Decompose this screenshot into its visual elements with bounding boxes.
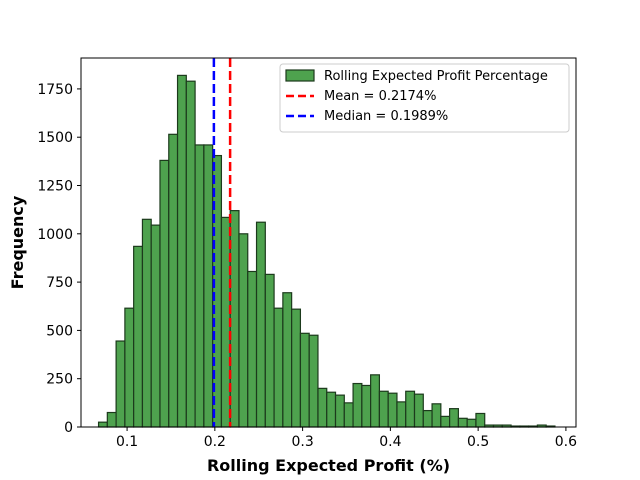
x-tick-label: 0.1 [116, 434, 138, 450]
y-axis-label: Frequency [8, 195, 27, 289]
histogram-bar [413, 393, 424, 428]
y-tick-label: 1500 [37, 130, 73, 146]
histogram-bar [449, 408, 459, 428]
y-tick-label: 1000 [37, 227, 73, 243]
x-tick-label: 0.3 [291, 434, 313, 450]
histogram-bar [185, 80, 196, 428]
x-tick-label: 0.6 [555, 434, 577, 450]
histogram-bar [299, 332, 310, 428]
histogram-bar [457, 417, 468, 428]
x-axis-ticks: 0.1 0.2 0.3 0.4 0.5 0.6 [116, 427, 577, 450]
histogram-bar [343, 402, 354, 428]
reference-lines [212, 58, 232, 427]
legend-entry-median: Median = 0.1989% [324, 109, 448, 124]
y-tick-label: 0 [64, 420, 73, 436]
y-tick-label: 500 [46, 323, 73, 339]
y-tick-label: 750 [46, 275, 73, 291]
histogram-bar [133, 245, 144, 428]
histogram-bar [431, 403, 442, 428]
y-tick-label: 1750 [37, 82, 73, 98]
histogram-bar [334, 394, 345, 428]
histogram-bar [378, 390, 389, 428]
histogram-bar [194, 144, 205, 428]
histogram-bar [115, 340, 126, 428]
legend-box [279, 63, 570, 133]
y-axis-ticks: 0 250 500 750 1000 1250 1500 1750 [37, 82, 81, 436]
histogram-bar [176, 74, 187, 428]
histogram-bar [396, 401, 407, 428]
legend: Rolling Expected Profit Percentage Mean … [279, 63, 570, 133]
y-tick-label: 1250 [37, 179, 73, 195]
legend-entry-histogram: Rolling Expected Profit Percentage [324, 69, 548, 84]
histogram-bar [238, 233, 249, 428]
histogram-bar [255, 221, 266, 428]
histogram-bar [466, 418, 477, 428]
histogram-bar [203, 144, 214, 428]
histogram-bar [141, 218, 152, 428]
x-tick-label: 0.5 [467, 434, 489, 450]
x-tick-label: 0.2 [204, 434, 226, 450]
histogram-bar [370, 374, 381, 428]
histogram-bar [168, 133, 179, 428]
histogram-bar [317, 387, 328, 428]
legend-entry-mean: Mean = 0.2174% [324, 89, 436, 104]
histogram-bar [282, 292, 293, 428]
histogram-bar [150, 224, 161, 428]
plot-frame [80, 57, 577, 428]
histogram-bar [440, 415, 451, 428]
histogram-bar [159, 159, 170, 428]
histogram-bar [326, 391, 337, 428]
histogram-bar [106, 411, 117, 428]
histogram-bar [97, 421, 108, 428]
histogram-bar [229, 210, 240, 428]
histogram-bar [264, 273, 275, 428]
histogram-bar [387, 392, 398, 428]
histogram-bar [422, 409, 433, 428]
histogram-bar [273, 307, 284, 428]
histogram-bar [291, 308, 302, 428]
histogram-bar [405, 390, 416, 428]
histogram-bar [361, 384, 372, 428]
x-axis-label: Rolling Expected Profit (%) [207, 456, 450, 475]
histogram-bar [352, 382, 363, 428]
histogram-bar [124, 307, 135, 428]
y-tick-label: 250 [46, 372, 73, 388]
histogram-bar [475, 412, 486, 428]
histogram-bar [247, 270, 258, 428]
histogram-bar [308, 334, 319, 428]
legend-swatch-histogram [285, 69, 315, 82]
x-tick-label: 0.4 [379, 434, 401, 450]
